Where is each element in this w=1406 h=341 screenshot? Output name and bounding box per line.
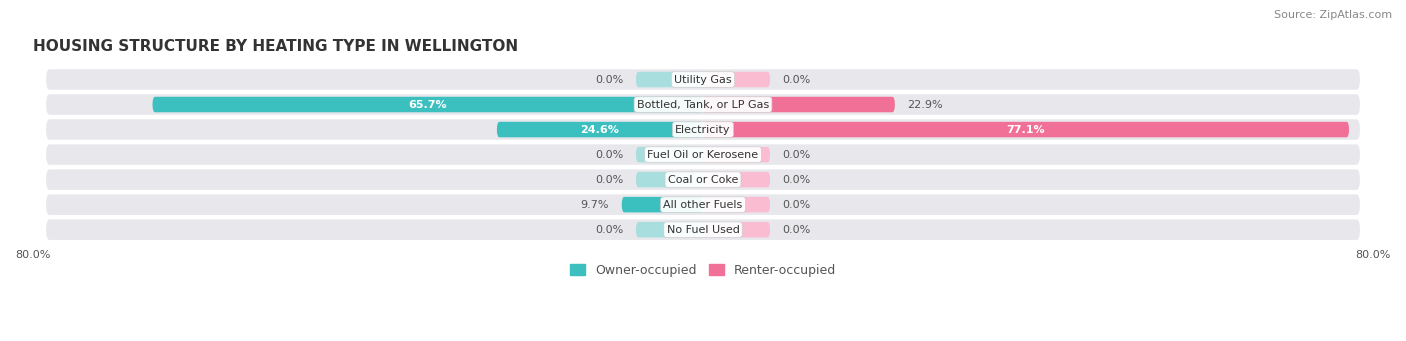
FancyBboxPatch shape — [703, 197, 770, 212]
Text: 0.0%: 0.0% — [595, 74, 623, 85]
Text: Fuel Oil or Kerosene: Fuel Oil or Kerosene — [647, 150, 759, 160]
FancyBboxPatch shape — [703, 122, 1348, 137]
FancyBboxPatch shape — [46, 219, 1360, 240]
Text: 0.0%: 0.0% — [783, 175, 811, 184]
Text: 0.0%: 0.0% — [783, 150, 811, 160]
Text: 0.0%: 0.0% — [783, 199, 811, 210]
Text: 0.0%: 0.0% — [783, 74, 811, 85]
Text: HOUSING STRUCTURE BY HEATING TYPE IN WELLINGTON: HOUSING STRUCTURE BY HEATING TYPE IN WEL… — [32, 39, 517, 54]
Text: 65.7%: 65.7% — [408, 100, 447, 109]
Text: 9.7%: 9.7% — [581, 199, 609, 210]
Text: Bottled, Tank, or LP Gas: Bottled, Tank, or LP Gas — [637, 100, 769, 109]
Text: 24.6%: 24.6% — [581, 124, 620, 135]
FancyBboxPatch shape — [636, 72, 703, 87]
Text: Utility Gas: Utility Gas — [675, 74, 731, 85]
FancyBboxPatch shape — [703, 172, 770, 188]
Text: Coal or Coke: Coal or Coke — [668, 175, 738, 184]
FancyBboxPatch shape — [703, 72, 770, 87]
FancyBboxPatch shape — [152, 97, 703, 112]
FancyBboxPatch shape — [636, 222, 703, 237]
FancyBboxPatch shape — [46, 194, 1360, 215]
FancyBboxPatch shape — [703, 97, 894, 112]
Text: 77.1%: 77.1% — [1007, 124, 1045, 135]
FancyBboxPatch shape — [703, 147, 770, 162]
FancyBboxPatch shape — [46, 94, 1360, 115]
FancyBboxPatch shape — [636, 147, 703, 162]
Text: Electricity: Electricity — [675, 124, 731, 135]
FancyBboxPatch shape — [636, 172, 703, 188]
Text: Source: ZipAtlas.com: Source: ZipAtlas.com — [1274, 10, 1392, 20]
FancyBboxPatch shape — [46, 144, 1360, 165]
FancyBboxPatch shape — [46, 69, 1360, 90]
Text: 0.0%: 0.0% — [595, 175, 623, 184]
Text: All other Fuels: All other Fuels — [664, 199, 742, 210]
FancyBboxPatch shape — [46, 169, 1360, 190]
FancyBboxPatch shape — [46, 119, 1360, 140]
Legend: Owner-occupied, Renter-occupied: Owner-occupied, Renter-occupied — [565, 259, 841, 282]
FancyBboxPatch shape — [621, 197, 703, 212]
Text: No Fuel Used: No Fuel Used — [666, 225, 740, 235]
Text: 22.9%: 22.9% — [907, 100, 943, 109]
FancyBboxPatch shape — [496, 122, 703, 137]
Text: 0.0%: 0.0% — [595, 150, 623, 160]
Text: 0.0%: 0.0% — [595, 225, 623, 235]
FancyBboxPatch shape — [703, 222, 770, 237]
Text: 0.0%: 0.0% — [783, 225, 811, 235]
